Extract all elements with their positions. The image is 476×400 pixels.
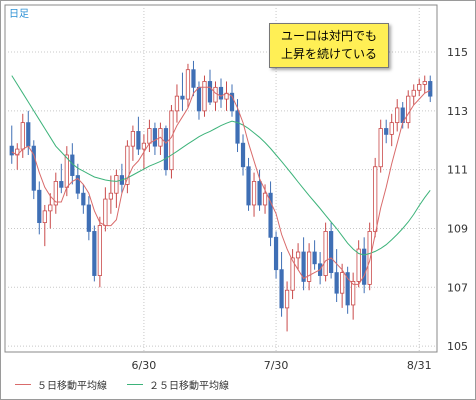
candle-body [384,128,389,135]
candle-body [202,81,207,112]
ma5-swatch [15,384,31,385]
candle-body [163,128,169,171]
candle-body [114,175,119,194]
candle-body [411,89,416,97]
candle-body [406,95,411,124]
x-tick-label: 6/30 [132,359,157,372]
legend-label-ma5: ５日移動平均線 [37,381,107,392]
candle-body [279,269,284,309]
candle-body [240,142,246,168]
candle-body [20,122,25,150]
y-tick-label: 111 [447,164,468,177]
candle-body [152,128,158,147]
y-tick-label: 113 [447,105,468,118]
candle-body [323,231,328,276]
candle-body [417,83,422,91]
candle-body [141,142,147,150]
candle-body [262,192,268,206]
candle-body [97,225,102,276]
candle-body [356,248,361,282]
candle-body [185,69,191,100]
candle-body [306,251,312,282]
candle-body [130,131,136,147]
annotation-line-2: 上昇を続けている [280,47,377,61]
candle-body [125,145,130,185]
candle-body [340,272,345,294]
candle-body [147,128,152,144]
candle-body [235,110,240,144]
candle-body [136,131,141,150]
ma25-swatch [127,384,143,385]
annotation-line-1: ユーロは対円でも [280,29,377,43]
timeframe-label: 日足 [9,9,29,20]
candle-body [395,107,400,124]
candle-body [9,145,14,156]
candle-body [92,231,97,276]
candle-body [196,86,202,112]
candle-body [207,81,213,103]
candle-body [329,231,334,274]
candle-body [257,181,262,206]
candle-body [367,231,372,285]
candle-body [31,145,36,191]
candle-body [246,166,251,206]
candle-body [213,86,218,103]
candle-body [428,81,433,97]
candle-body [273,236,279,271]
candle-body [422,81,427,85]
y-tick-label: 115 [447,46,468,59]
candle-body [373,166,378,232]
legend-label-ma25: ２５日移動平均線 [149,381,229,392]
legend: ５日移動平均線 ２５日移動平均線 [15,377,229,392]
candle-body [229,92,235,112]
candle-body [169,110,174,171]
ma25-line [11,75,431,256]
candle-body [290,257,295,291]
candle-body [295,251,301,259]
x-tick-label: 7/30 [264,359,289,372]
candle-body [251,181,257,206]
candle-body [26,122,31,147]
y-tick-label: 107 [447,281,468,294]
candle-body [174,95,180,112]
candle-body [108,192,113,200]
candle-body [75,175,80,194]
candle-body [345,272,350,306]
candle-body [81,192,86,206]
candle-body [191,69,196,88]
y-tick-label: 109 [447,222,468,235]
candle-body [301,251,306,282]
candle-body [389,122,394,135]
candle-body [42,210,47,224]
candle-body [218,86,224,100]
candle-body [268,192,273,238]
candle-body [86,204,91,232]
candle-body [284,289,290,309]
legend-item-ma25: ２５日移動平均線 [127,377,229,392]
candle-body [103,198,108,226]
candle-body [334,272,339,294]
legend-item-ma5: ５日移動平均線 [15,377,107,392]
x-tick-label: 8/31 [407,359,432,372]
y-tick-label: 105 [447,340,468,353]
ma5-line [11,86,431,285]
candle-body [53,181,58,206]
annotation-note: ユーロは対円でも 上昇を続けている [269,23,389,68]
candle-body [180,95,185,100]
candle-body [362,248,367,285]
candle-body [312,251,317,265]
candle-body [59,181,64,188]
candle-body [351,281,356,306]
candle-body [37,189,42,224]
candle-body [48,204,53,212]
candle-body [378,128,383,168]
